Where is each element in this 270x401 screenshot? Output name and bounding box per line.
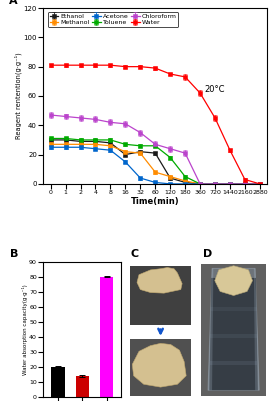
Polygon shape <box>132 343 186 387</box>
Polygon shape <box>208 268 213 390</box>
FancyBboxPatch shape <box>201 264 266 396</box>
FancyBboxPatch shape <box>130 339 191 396</box>
Bar <box>76 376 89 397</box>
Text: D: D <box>203 249 212 259</box>
Legend: Ethanol, Methanol, Acetone, Toluene, Chloroform, Water: Ethanol, Methanol, Acetone, Toluene, Chl… <box>48 12 178 27</box>
Polygon shape <box>137 267 182 293</box>
Polygon shape <box>209 278 258 390</box>
Text: C: C <box>130 249 139 259</box>
Bar <box>51 367 65 397</box>
Y-axis label: Reagent rentention(g·g⁻¹): Reagent rentention(g·g⁻¹) <box>15 53 22 139</box>
FancyBboxPatch shape <box>210 361 257 365</box>
X-axis label: Time(min): Time(min) <box>131 196 180 206</box>
Text: 20°C: 20°C <box>205 85 225 95</box>
Polygon shape <box>254 268 259 390</box>
Y-axis label: Water absorption capacity(g·g⁻¹): Water absorption capacity(g·g⁻¹) <box>22 284 28 375</box>
FancyBboxPatch shape <box>210 334 257 338</box>
Text: B: B <box>11 249 19 259</box>
FancyBboxPatch shape <box>130 266 191 325</box>
Text: A: A <box>8 0 17 6</box>
Bar <box>100 277 113 397</box>
Polygon shape <box>215 266 252 296</box>
Polygon shape <box>208 268 259 390</box>
FancyBboxPatch shape <box>210 307 257 311</box>
